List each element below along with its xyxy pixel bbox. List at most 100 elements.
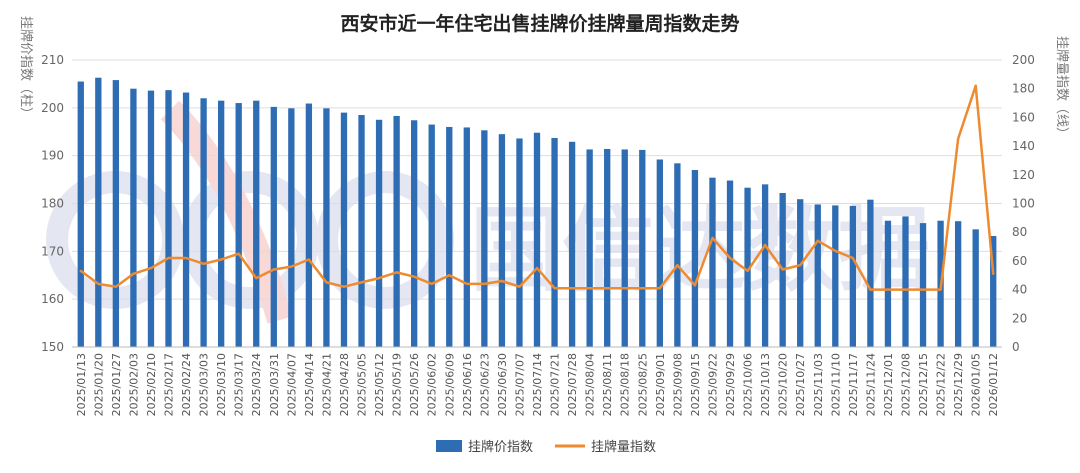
left-tick-label: 170 xyxy=(41,244,64,258)
x-tick-label: 2025/04/21 xyxy=(320,353,333,416)
left-tick-label: 150 xyxy=(41,340,64,354)
x-tick-label: 2025/09/29 xyxy=(724,353,737,416)
right-tick-label: 40 xyxy=(1012,283,1027,297)
bar xyxy=(77,81,84,348)
line-point xyxy=(377,276,381,280)
bar xyxy=(814,204,821,347)
bar xyxy=(849,205,857,347)
line-point xyxy=(149,266,153,270)
bar xyxy=(305,103,313,347)
line-point xyxy=(553,286,556,290)
line-point xyxy=(728,256,732,260)
bar xyxy=(884,220,892,347)
line-point xyxy=(746,269,749,273)
line-point xyxy=(974,84,977,88)
x-tick-label: 2025/09/01 xyxy=(654,353,667,416)
bar xyxy=(954,221,962,347)
line-point xyxy=(834,249,837,253)
left-tick-label: 190 xyxy=(41,149,64,163)
x-tick-label: 2025/01/27 xyxy=(110,353,123,416)
x-tick-label: 2025/12/22 xyxy=(935,353,948,416)
bar xyxy=(586,149,593,347)
bar xyxy=(130,88,137,347)
bar-series xyxy=(77,77,997,348)
x-tick-label: 2025/08/18 xyxy=(619,353,632,416)
bar xyxy=(972,229,979,347)
x-tick-label: 2025/04/07 xyxy=(285,353,298,416)
x-tick-label: 2025/02/24 xyxy=(180,353,193,416)
line-point xyxy=(763,243,767,247)
line-point xyxy=(360,281,363,284)
x-tick-label: 2025/04/28 xyxy=(338,353,351,416)
bar xyxy=(95,77,102,347)
line-point xyxy=(693,284,697,287)
bar xyxy=(182,92,190,347)
line-point xyxy=(97,282,100,286)
x-tick-label: 2025/12/15 xyxy=(917,353,930,416)
line-point xyxy=(570,286,574,290)
bar xyxy=(358,115,365,347)
x-tick-label: 2025/09/22 xyxy=(707,353,720,416)
line-point xyxy=(412,275,416,278)
bar xyxy=(568,141,576,347)
right-tick-label: 160 xyxy=(1012,110,1035,124)
line-point xyxy=(518,285,521,288)
bar xyxy=(533,132,541,347)
line-point xyxy=(465,282,469,286)
line-point xyxy=(886,288,890,291)
line-point xyxy=(588,286,591,290)
x-tick-label: 2025/06/09 xyxy=(443,353,456,416)
x-tick-label: 2025/10/06 xyxy=(742,353,755,416)
line-point xyxy=(342,285,346,288)
x-tick-label: 2025/03/10 xyxy=(215,353,228,416)
x-tick-label: 2025/12/29 xyxy=(952,353,965,416)
bar xyxy=(691,170,699,347)
bar xyxy=(428,124,435,347)
line-point xyxy=(202,262,205,265)
line-point xyxy=(255,276,258,280)
bar xyxy=(919,223,927,347)
bar xyxy=(604,148,611,347)
x-tick-label: 2025/01/20 xyxy=(92,353,105,416)
line-point xyxy=(167,256,170,260)
x-tick-label: 2025/10/20 xyxy=(777,353,790,416)
legend-label-bar: 挂牌价指数 xyxy=(468,439,533,455)
chart-title: 西安市近一年住宅出售挂牌价挂牌量周指数走势 xyxy=(340,12,739,35)
x-tick-label: 2025/11/17 xyxy=(847,353,860,416)
x-axis: 2025/01/13 2025/01/20 2025/01/27 2025/02/03… xyxy=(72,346,1002,416)
bar xyxy=(200,98,207,348)
right-tick-label: 140 xyxy=(1012,139,1035,153)
bar xyxy=(498,134,506,347)
bar xyxy=(481,130,488,347)
legend-swatch-bar xyxy=(436,440,462,452)
x-tick-label: 2025/03/31 xyxy=(268,353,281,416)
x-tick-label: 2025/11/10 xyxy=(829,353,842,416)
x-tick-label: 2025/12/01 xyxy=(882,353,895,416)
line-point xyxy=(939,288,942,291)
right-axis-label: 挂牌量指数（线） xyxy=(1054,36,1070,140)
bar xyxy=(463,127,470,347)
bar xyxy=(147,90,155,347)
bar xyxy=(165,90,172,347)
bar xyxy=(253,100,260,348)
bar xyxy=(551,137,558,347)
line-series xyxy=(79,84,995,291)
x-tick-label: 2025/05/19 xyxy=(391,353,404,416)
line-point xyxy=(676,264,679,267)
bar xyxy=(411,120,418,348)
bar xyxy=(235,103,242,347)
x-tick-label: 2025/12/08 xyxy=(900,353,913,416)
line-point xyxy=(658,286,662,290)
bar xyxy=(112,80,120,347)
left-axis-label: 挂牌价指数（柱） xyxy=(18,16,34,120)
bar xyxy=(446,126,453,347)
line-point xyxy=(605,286,609,290)
x-tick-label: 2025/10/13 xyxy=(759,353,772,416)
line-point xyxy=(500,279,504,283)
x-tick-label: 2025/02/10 xyxy=(145,353,158,416)
bar xyxy=(375,119,383,348)
line-point xyxy=(956,137,960,141)
line-point xyxy=(448,274,451,277)
line-point xyxy=(132,272,135,276)
